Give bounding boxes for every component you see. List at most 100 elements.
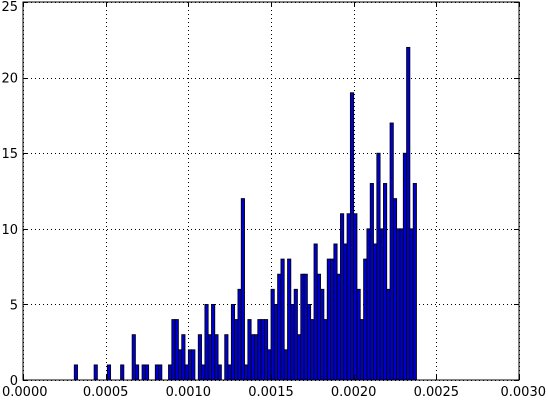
histogram-bar [383, 183, 388, 381]
histogram-bar [300, 273, 305, 381]
histogram-bar [227, 364, 232, 381]
histogram-bar [412, 183, 417, 381]
histogram-bar [197, 334, 202, 381]
histogram-bar [392, 198, 398, 381]
histogram-bar [409, 228, 414, 381]
histogram-bar [207, 334, 212, 381]
histogram-bar [178, 349, 183, 381]
histogram-bar [244, 364, 249, 381]
y-tick-label: 0 [10, 374, 18, 389]
x-tick-label: 0.0005 [83, 385, 129, 400]
histogram-bar [217, 364, 222, 381]
histogram-bar [303, 273, 308, 381]
histogram-bar [234, 319, 239, 381]
x-tick-label: 0.0000 [2, 385, 48, 400]
histogram-bar [406, 46, 411, 381]
histogram-bar [240, 198, 245, 381]
histogram-bar [373, 243, 378, 381]
histogram-bar [201, 364, 206, 381]
x-tick-labels: 0.0000 0.0005 0.0010 0.0015 0.0020 0.0025 0.00… [2, 385, 546, 400]
histogram-bar [191, 349, 196, 381]
histogram-bar [313, 243, 318, 381]
histogram-bar [211, 303, 216, 381]
histogram-bar [230, 303, 236, 381]
histogram-bar [144, 364, 150, 381]
histogram-bar [158, 364, 163, 381]
histogram-bar [171, 319, 176, 381]
histogram-bar [135, 364, 140, 381]
histogram-bar [359, 319, 364, 381]
x-tick-label: 0.0030 [501, 385, 547, 400]
histogram-bar [293, 288, 298, 381]
histogram-bar [356, 288, 361, 381]
histogram-bar [214, 334, 219, 381]
histogram-bar [340, 213, 345, 381]
histogram-bars [73, 46, 417, 381]
x-tick-label: 0.0010 [166, 385, 212, 400]
histogram-bar [376, 152, 381, 381]
histogram-bar [346, 213, 351, 381]
histogram-bar [336, 273, 341, 381]
histogram-bar [290, 303, 295, 381]
histogram-bar [131, 334, 136, 381]
histogram-bar [316, 273, 322, 381]
histogram-bar [320, 288, 325, 381]
histogram-bar [399, 228, 404, 381]
histogram-bar [141, 364, 146, 381]
histogram-bar [257, 319, 262, 381]
plot-frame [22, 1, 520, 381]
histogram-bar [154, 364, 159, 381]
histogram-bar [168, 364, 173, 381]
histogram-bar [93, 364, 98, 381]
histogram-bar [369, 183, 374, 381]
histogram-bar [363, 258, 368, 381]
histogram-bar [402, 152, 407, 381]
histogram-bar [263, 319, 269, 381]
histogram-bar [120, 364, 125, 381]
histogram-bar [181, 334, 186, 381]
histogram-bar [396, 228, 401, 381]
histogram-bar [379, 228, 384, 381]
histogram-bar [366, 228, 371, 381]
histogram-bar [224, 334, 229, 381]
histogram-bar [247, 319, 252, 381]
histogram-bar [323, 319, 328, 381]
histogram-bar [280, 258, 285, 381]
histogram-bar [73, 364, 78, 381]
histogram-bar [267, 349, 272, 381]
y-tick-labels: 0 5 10 15 20 25 [1, 0, 18, 389]
histogram-bar [330, 258, 335, 381]
histogram-bar [250, 334, 255, 381]
y-tick-label: 20 [1, 72, 18, 87]
histogram-bar [343, 243, 348, 381]
y-tick-label: 5 [10, 298, 18, 313]
x-tick-label: 0.0015 [248, 385, 294, 400]
histogram-bar [273, 303, 279, 381]
histogram-bar [270, 288, 275, 381]
histogram-bar [297, 334, 302, 381]
histogram-bar [254, 334, 259, 381]
histogram-bar [283, 349, 288, 381]
histogram-bar [106, 364, 112, 381]
x-tick-label: 0.0025 [414, 385, 460, 400]
histogram-bar [306, 303, 312, 381]
y-tick-label: 10 [1, 223, 18, 238]
histogram-bar [386, 288, 391, 381]
y-tick-label: 25 [1, 0, 18, 15]
histogram-bar [260, 319, 265, 381]
histogram-bar [389, 122, 394, 381]
histogram-bar [237, 288, 242, 381]
histogram-bar [349, 92, 355, 381]
histogram-bar [184, 364, 189, 381]
x-tick-label: 0.0020 [331, 385, 377, 400]
y-tick-label: 15 [1, 147, 18, 162]
histogram-bar [353, 213, 358, 381]
histogram-bar [277, 273, 282, 381]
histogram-bar [333, 243, 338, 381]
histogram-bar [287, 258, 292, 381]
histogram-bar [204, 303, 209, 381]
histogram-bar [326, 258, 331, 381]
histogram-bar [310, 319, 315, 381]
histogram-bar [174, 319, 179, 381]
